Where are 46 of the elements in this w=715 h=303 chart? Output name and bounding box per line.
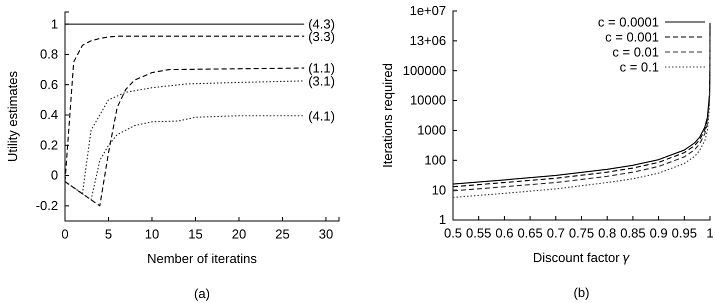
x-tick-label: 0 bbox=[61, 226, 69, 242]
x-tick-label: 0.75 bbox=[568, 225, 594, 240]
x-tick-label: 15 bbox=[188, 226, 203, 242]
x-tick-label: 0.8 bbox=[598, 225, 616, 240]
x-tick-label: 25 bbox=[275, 226, 290, 242]
x-tick-label: 0.5 bbox=[444, 225, 462, 240]
x-tick-label: 10 bbox=[144, 226, 160, 242]
x-tick-label: 1 bbox=[706, 225, 714, 240]
y-tick-label: 100 bbox=[424, 152, 446, 168]
y-tick-label: 0.8 bbox=[40, 46, 58, 62]
x-axis-title: Nember of iteratins bbox=[147, 251, 258, 266]
y-axis-title: Utility estimates bbox=[5, 70, 20, 162]
legend-label: c = 0.01 bbox=[612, 44, 659, 60]
series-label: (4.3) bbox=[308, 16, 335, 32]
x-axis-title: Discount factor 𝛾 bbox=[532, 250, 630, 265]
y-tick-label: 13+06 bbox=[410, 33, 446, 48]
text: (b) bbox=[574, 285, 590, 300]
y-tick-label: 0 bbox=[50, 168, 58, 183]
x-tick-label: 0.9 bbox=[650, 225, 668, 240]
y-axis-title: Iterations required bbox=[380, 63, 395, 168]
y-tick-label: 1000 bbox=[417, 122, 446, 138]
x-tick-label: 0.7 bbox=[546, 225, 565, 240]
x-tick-label: 20 bbox=[232, 226, 246, 242]
y-tick-label: 10000 bbox=[410, 92, 446, 108]
y-tick-label: 100000 bbox=[402, 62, 446, 78]
y-tick-label: -0.2 bbox=[36, 198, 58, 214]
text: (a) bbox=[194, 286, 210, 301]
legend-label: c = 0.001 bbox=[605, 30, 659, 45]
series-label: (1.1) bbox=[308, 60, 335, 76]
x-tick-label: 0.55 bbox=[466, 225, 492, 240]
x-tick-label: 30 bbox=[318, 226, 334, 242]
y-tick-label: 1e+07 bbox=[410, 3, 446, 18]
y-tick-label: 10 bbox=[432, 182, 446, 198]
legend-label: c = 0.0001 bbox=[598, 14, 659, 30]
series-label: (4.1) bbox=[308, 108, 335, 124]
y-tick-label: 1 bbox=[50, 16, 58, 32]
legend-label: c = 0.1 bbox=[620, 60, 659, 75]
y-tick-label: 0.6 bbox=[40, 76, 58, 92]
x-tick-label: 0.85 bbox=[620, 225, 646, 240]
x-tick-label: 5 bbox=[104, 226, 112, 242]
y-tick-label: 1 bbox=[438, 212, 446, 228]
x-tick-label: 0.65 bbox=[517, 225, 543, 240]
y-tick-label: 0.4 bbox=[40, 107, 58, 122]
y-tick-label: 0.2 bbox=[40, 137, 58, 152]
x-tick-label: 0.95 bbox=[672, 225, 697, 240]
x-tick-label: 0.6 bbox=[495, 225, 514, 240]
